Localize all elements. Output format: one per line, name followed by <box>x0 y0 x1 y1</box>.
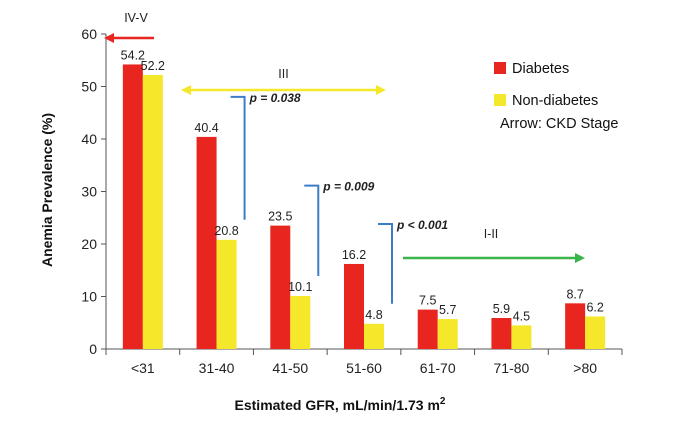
bar-diabetes <box>344 263 364 349</box>
bar-non-diabetes <box>364 323 384 349</box>
legend-label: Diabetes <box>512 61 569 77</box>
bar-diabetes <box>417 309 438 349</box>
arrow-head <box>104 33 114 43</box>
ckd-stage-arrow: I-II <box>403 227 585 263</box>
y-axis-title: Anemia Prevalence (%) <box>39 113 55 267</box>
legend-note: Arrow: CKD Stage <box>500 116 618 132</box>
arrow-head <box>575 253 585 263</box>
bar-diabetes <box>122 64 143 349</box>
y-tick-label: 20 <box>81 236 97 252</box>
y-tick-label: 10 <box>81 289 97 305</box>
bar-value-label: 4.5 <box>513 309 530 323</box>
ckd-stage-arrow: IV-V <box>104 11 154 43</box>
bar-value-label: 6.2 <box>586 300 603 314</box>
significance-bracket: p = 0.009 <box>304 180 375 276</box>
x-axis-title-superscript: 2 <box>440 396 446 407</box>
bar-value-label: 40.4 <box>194 121 218 135</box>
ckd-stage-label: I-II <box>484 227 499 241</box>
bar-value-label: 5.9 <box>493 302 510 316</box>
x-tick-label: 51-60 <box>346 360 382 376</box>
x-axis: <31 31-40 41-50 51-60 61-70 71-80 >80 <box>105 348 623 376</box>
bar-diabetes <box>565 303 586 349</box>
y-tick-label: 40 <box>81 131 97 147</box>
y-tick-label: 50 <box>81 79 97 95</box>
arrow-head <box>181 85 191 95</box>
bar-non-diabetes <box>142 74 163 349</box>
ckd-stage-label: III <box>278 67 288 81</box>
p-value-label: p = 0.038 <box>249 91 301 105</box>
bar-value-label: 10.1 <box>288 280 312 294</box>
p-value-label: p = 0.009 <box>322 180 374 194</box>
bar-value-label: 5.7 <box>439 303 456 317</box>
legend-swatch <box>494 94 506 106</box>
bar-non-diabetes <box>511 325 532 349</box>
bar-diabetes <box>270 225 291 349</box>
bar-value-label: 8.7 <box>566 287 583 301</box>
y-tick-label: 0 <box>89 341 97 357</box>
bar-non-diabetes <box>437 319 458 349</box>
bar-value-label: 20.8 <box>214 224 238 238</box>
bar-non-diabetes <box>290 295 311 349</box>
bracket-line <box>378 222 393 304</box>
x-tick-label: 41-50 <box>272 360 308 376</box>
bar-non-diabetes <box>585 316 606 349</box>
annotations: IV-V III I-II p = 0.038 p = 0.009 p < 0.001 <box>104 11 585 304</box>
bar-value-label: 7.5 <box>419 294 436 308</box>
bar-value-label: 52.2 <box>141 59 165 73</box>
significance-bracket: p = 0.038 <box>230 91 301 220</box>
x-axis-title-text: Estimated GFR, mL/min/1.73 m <box>235 397 440 413</box>
significance-bracket: p < 0.001 <box>378 218 448 304</box>
bar-diabetes <box>196 136 217 349</box>
ckd-stage-arrow: III <box>181 67 386 95</box>
bracket-line <box>304 184 320 276</box>
x-tick-label: 31-40 <box>199 360 235 376</box>
y-axis: 0 10 20 30 40 50 60 <box>81 26 107 357</box>
x-tick-label: 71-80 <box>494 360 530 376</box>
bar-diabetes <box>491 318 512 349</box>
bars: 54.2 40.4 23.5 16.2 7.5 5.9 8.7 52.2 20.8 10.1 4.8… <box>121 48 606 349</box>
bar-value-label: 4.8 <box>365 308 382 322</box>
bar-non-diabetes <box>216 239 237 349</box>
arrow-head <box>376 85 386 95</box>
x-tick-label: 61-70 <box>420 360 456 376</box>
y-tick-label: 30 <box>81 184 97 200</box>
p-value-label: p < 0.001 <box>396 218 448 232</box>
bar-value-label: 54.2 <box>121 48 145 62</box>
ckd-stage-label: IV-V <box>124 11 148 25</box>
bracket-line <box>230 95 246 220</box>
bar-value-label: 16.2 <box>342 248 366 262</box>
x-axis-title: Estimated GFR, mL/min/1.73 m2 <box>235 396 446 413</box>
x-tick-label: <31 <box>131 360 155 376</box>
bar-value-label: 23.5 <box>268 210 292 224</box>
y-tick-label: 60 <box>81 26 97 42</box>
legend-swatch <box>494 62 506 74</box>
legend-label: Non-diabetes <box>512 93 598 109</box>
legend: Diabetes Non-diabetes Arrow: CKD Stage <box>494 61 618 132</box>
x-tick-label: >80 <box>573 360 597 376</box>
